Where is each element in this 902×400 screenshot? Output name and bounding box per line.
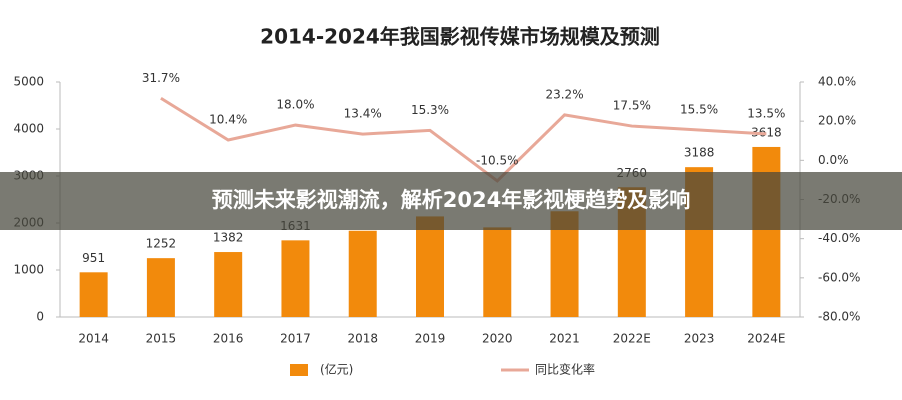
data-label: 15.3% xyxy=(411,103,449,117)
x-tick-label: 2020 xyxy=(482,332,513,346)
data-label: 18.0% xyxy=(276,98,314,112)
y-tick-label: 0 xyxy=(36,310,44,324)
y2-tick-label: -80.0% xyxy=(818,310,860,324)
y2-tick-label: 40.0% xyxy=(818,75,856,89)
x-tick-label: 2024E xyxy=(747,332,785,346)
y-tick-label: 5000 xyxy=(13,75,44,89)
y2-tick-label: -40.0% xyxy=(818,231,860,245)
y-tick-label: 4000 xyxy=(13,122,44,136)
data-label: 13.5% xyxy=(747,106,785,120)
data-label: 1252 xyxy=(146,237,177,251)
bar xyxy=(348,230,377,317)
data-label: 15.5% xyxy=(680,102,718,116)
y-tick-label: 1000 xyxy=(13,263,44,277)
x-tick-label: 2021 xyxy=(549,332,580,346)
bar xyxy=(146,258,175,317)
data-label: 13.4% xyxy=(344,107,382,121)
data-label: -10.5% xyxy=(476,153,518,167)
bar xyxy=(79,272,108,317)
x-tick-label: 2015 xyxy=(146,332,177,346)
data-label: 1382 xyxy=(213,231,244,245)
bar xyxy=(483,227,512,317)
banner-text: 预测未来影视潮流，解析2024年影视梗趋势及影响 xyxy=(212,188,690,212)
data-label: 23.2% xyxy=(545,87,583,101)
x-tick-label: 2014 xyxy=(78,332,109,346)
bar xyxy=(281,240,310,317)
data-label: 3188 xyxy=(684,146,715,160)
legend-label: 同比变化率 xyxy=(535,362,595,377)
y2-tick-label: 20.0% xyxy=(818,114,856,128)
bar xyxy=(214,252,243,317)
y2-tick-label: -60.0% xyxy=(818,270,860,284)
data-label: 31.7% xyxy=(142,71,180,85)
bar xyxy=(416,216,444,317)
x-tick-label: 2017 xyxy=(280,332,311,346)
x-tick-label: 2018 xyxy=(347,332,378,346)
banner xyxy=(0,172,902,230)
data-label: 10.4% xyxy=(209,112,247,126)
x-tick-label: 2016 xyxy=(213,332,244,346)
legend-swatch xyxy=(290,364,308,376)
legend-label: (亿元) xyxy=(320,362,353,377)
data-label: 951 xyxy=(82,251,105,265)
chart-title: 2014-2024年我国影视传媒市场规模及预测 xyxy=(260,25,660,49)
x-tick-label: 2023 xyxy=(684,332,715,346)
y2-tick-label: 0.0% xyxy=(818,153,849,167)
line xyxy=(160,96,767,183)
data-label: 17.5% xyxy=(613,99,651,113)
x-tick-label: 2022E xyxy=(613,332,651,346)
x-tick-label: 2019 xyxy=(415,332,446,346)
